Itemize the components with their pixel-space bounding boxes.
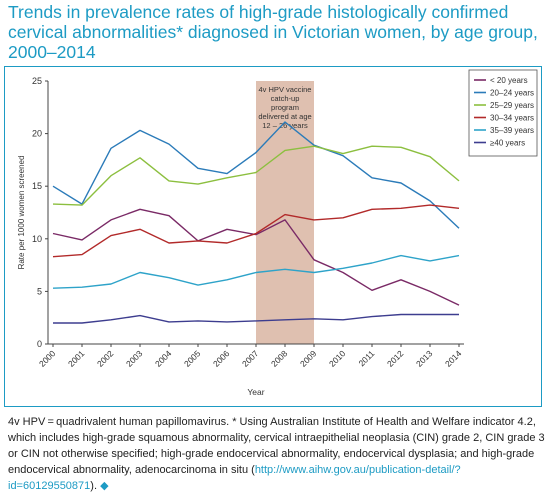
vaccine-program-band: [256, 81, 314, 344]
x-tick-label: 2012: [385, 348, 406, 369]
x-tick-label: 2006: [211, 348, 232, 369]
y-tick-label: 10: [32, 234, 42, 244]
chart-title: Trends in prevalence rates of high-grade…: [8, 2, 538, 62]
footnote-tail: ).: [90, 480, 98, 492]
legend-label-2: 25–29 years: [490, 101, 534, 110]
x-tick-label: 2011: [356, 348, 376, 368]
x-tick-label: 2000: [37, 348, 58, 369]
chart-frame: [4, 66, 542, 407]
series-line-0: [52, 208, 460, 306]
x-tick-label: 2014: [443, 348, 464, 369]
y-tick-label: 15: [32, 181, 42, 191]
x-tick-label: 2002: [95, 348, 116, 369]
y-tick-label: 5: [37, 286, 42, 296]
footnote: 4v HPV = quadrivalent human papillomavir…: [8, 414, 548, 494]
series-line-5: [53, 313, 459, 324]
legend-label-5: ≥40 years: [490, 139, 525, 148]
x-axis-label: Year: [247, 387, 264, 397]
series-line-3: [52, 204, 460, 258]
series-line-2: [52, 145, 460, 206]
x-tick-label: 2005: [182, 348, 203, 369]
x-tick-label: 2003: [124, 348, 145, 369]
x-tick-label: 2013: [414, 348, 435, 369]
x-tick-label: 2004: [153, 348, 174, 369]
vaccine-program-annotation: 4v HPV vaccine catch-up program delivered a…: [258, 85, 311, 130]
footnote-link[interactable]: http://www.aihw.gov.au/publication-detai…: [8, 464, 461, 492]
legend-box: [468, 69, 538, 157]
x-tick-label: 2007: [240, 348, 261, 369]
y-axis-label: Rate per 1000 women screened: [17, 156, 26, 270]
legend-label-1: 20–24 years: [490, 89, 534, 98]
y-tick-label: 20: [32, 129, 42, 139]
x-tick-label: 2008: [269, 348, 290, 369]
series-line-1: [52, 121, 460, 229]
legend-label-3: 30–34 years: [490, 114, 534, 123]
x-tick-label: 2009: [298, 348, 319, 369]
x-tick-label: 2010: [327, 348, 348, 369]
y-tick-label: 25: [32, 76, 42, 86]
diamond-icon: ◆: [100, 480, 109, 492]
series-line-4: [52, 254, 460, 289]
line-chart: 4v HPV vaccine catch-up program delivered a…: [17, 69, 538, 397]
x-tick-label: 2001: [66, 348, 87, 369]
footnote-text: 4v HPV = quadrivalent human papillomavir…: [8, 416, 545, 476]
legend-label-0: < 20 years: [490, 76, 528, 85]
legend-label-4: 35–39 years: [490, 126, 534, 135]
y-tick-label: 0: [37, 339, 42, 349]
